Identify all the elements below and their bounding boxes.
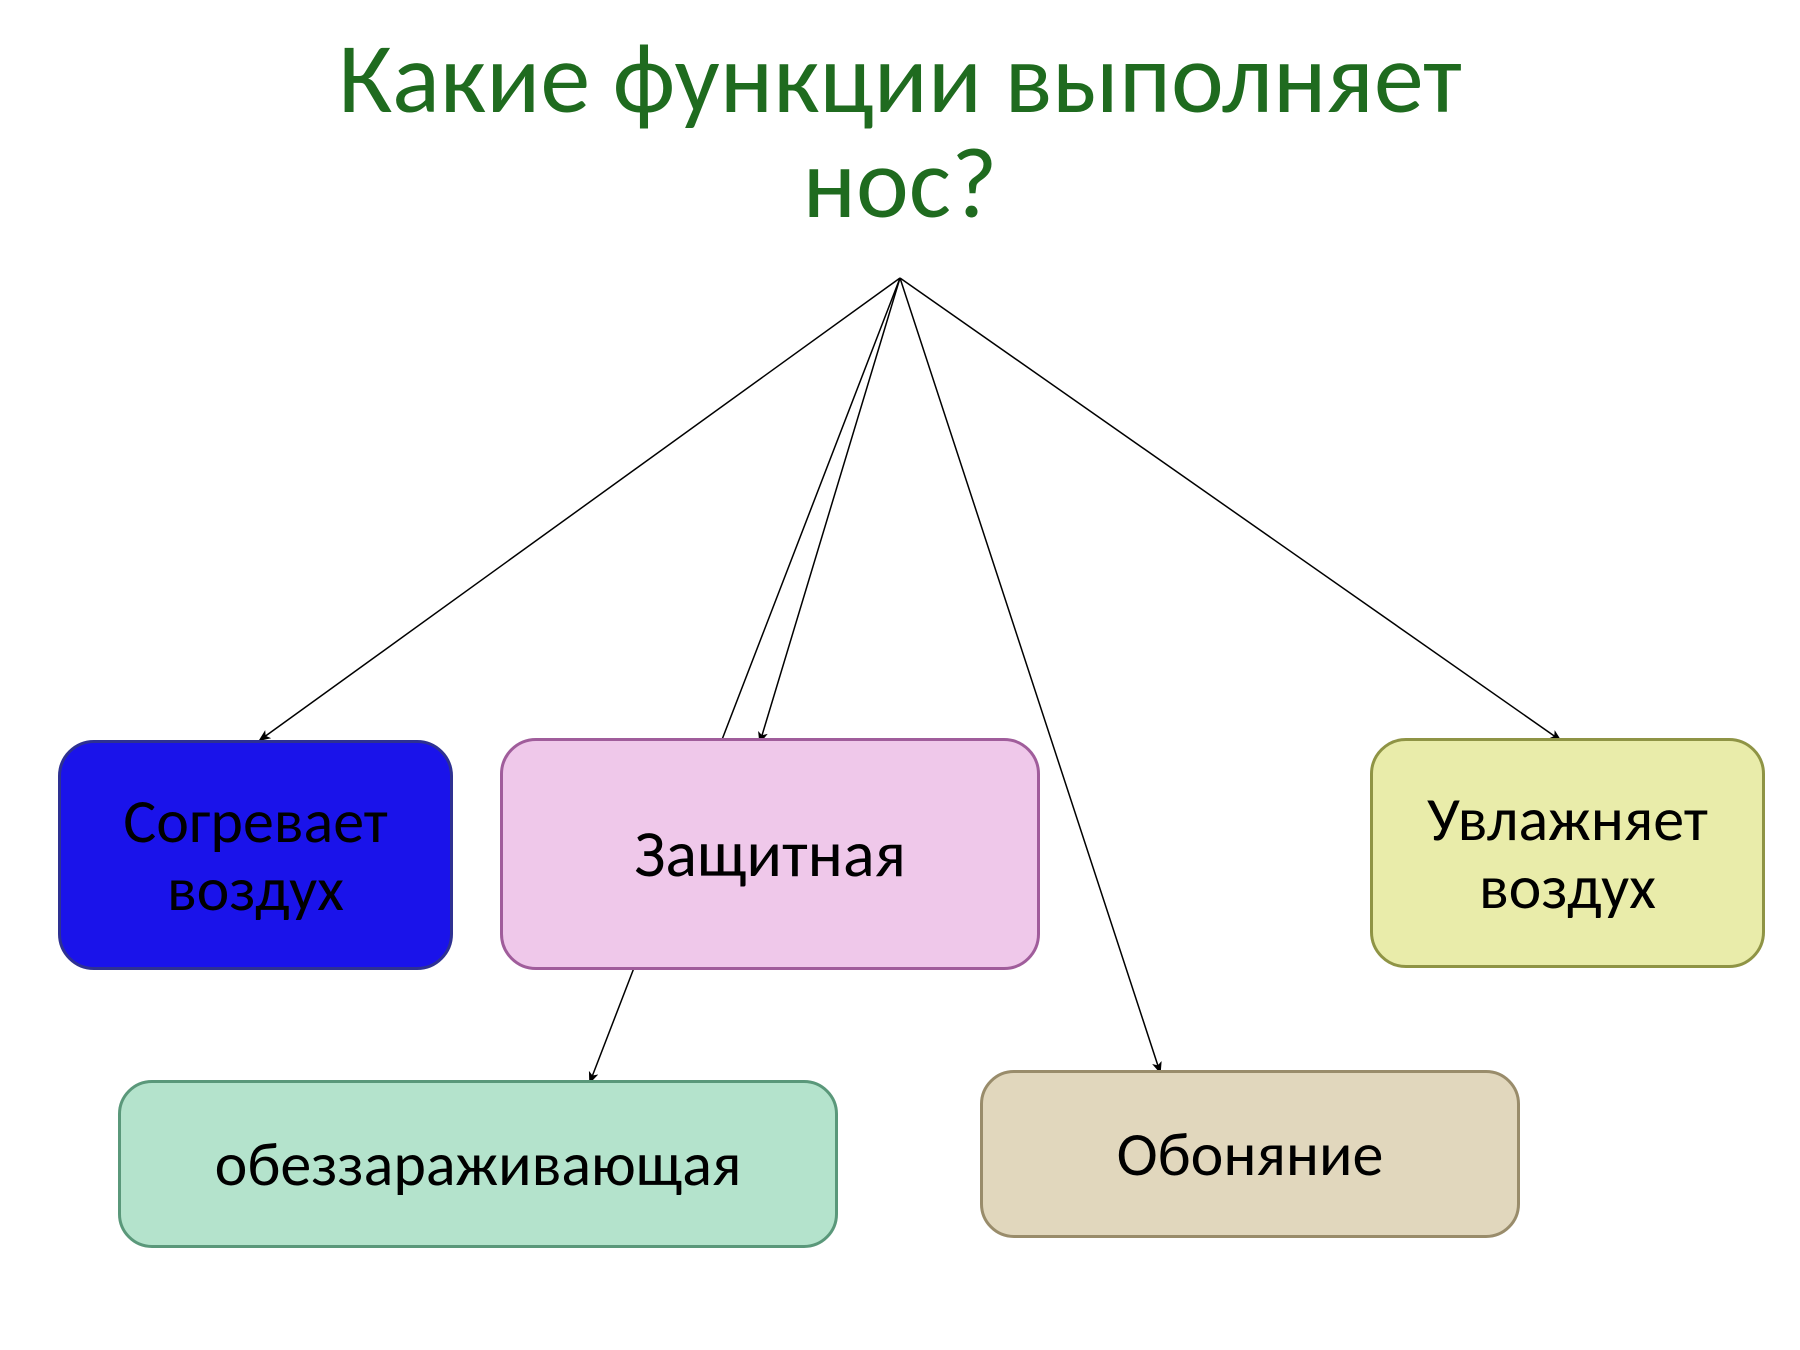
box-warms-air: Согревает воздух [58,740,453,970]
box-humidifies-line2: воздух [1479,849,1656,925]
box-disinfecting-label: обеззараживающая [215,1130,742,1198]
box-smell: Обоняние [980,1070,1520,1238]
box-protective: Защитная [500,738,1040,970]
box-protective-label: Защитная [634,818,906,891]
box-warms-air-line1: Согревает [123,783,388,859]
box-humidifies-line1: Увлажняет [1427,781,1708,857]
box-disinfecting: обеззараживающая [118,1080,838,1248]
title-line-2: нос? [803,122,998,244]
box-smell-label: Обоняние [1117,1120,1384,1188]
page-title: Какие функции выполняет нос? [0,26,1800,236]
title-line-1: Какие функции выполняет [338,17,1462,139]
box-humidifies-air: Увлажняет воздух [1370,738,1765,968]
box-warms-air-line2: воздух [167,851,344,927]
